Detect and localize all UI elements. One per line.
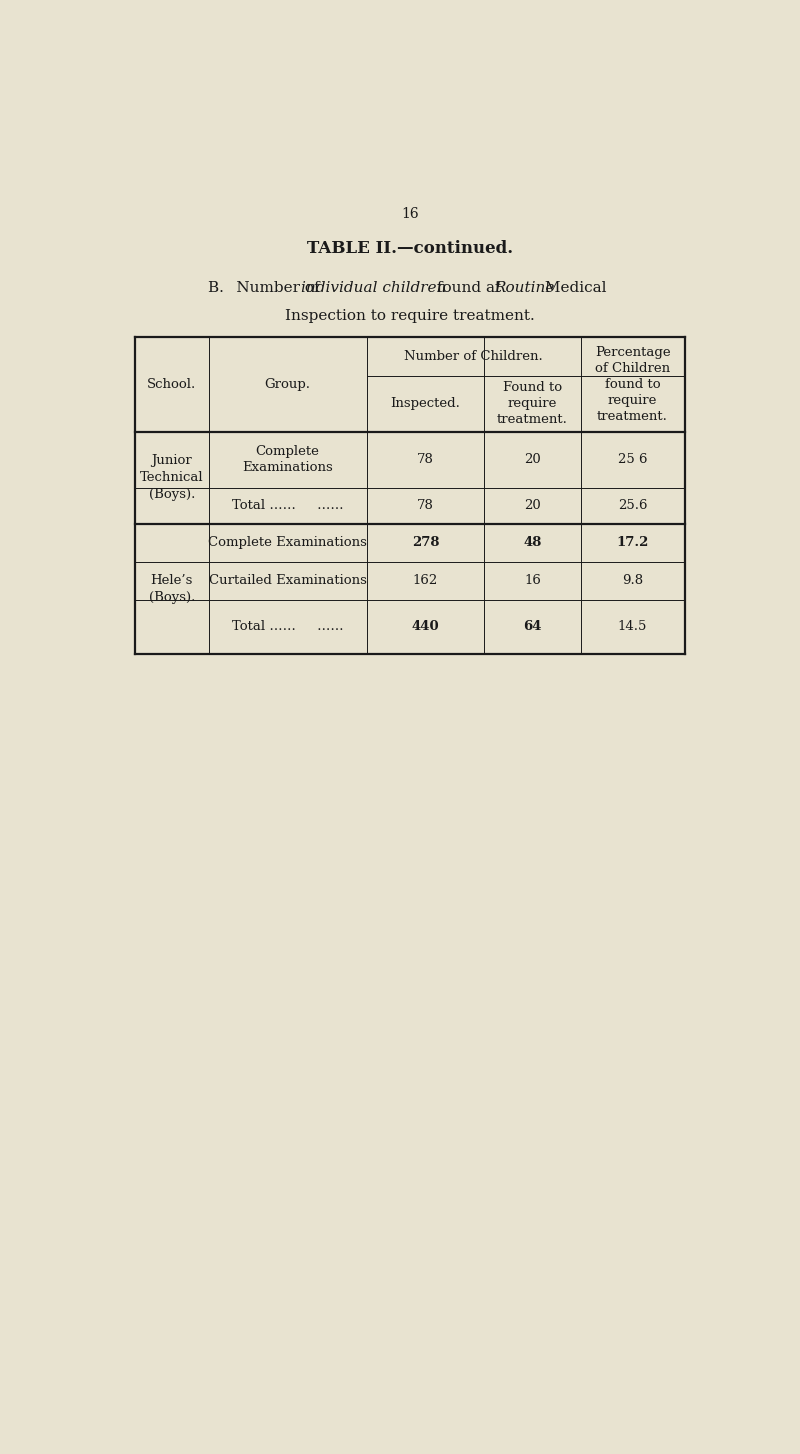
Text: 16: 16 [401,206,419,221]
Text: 20: 20 [524,499,541,512]
Text: Medical: Medical [539,281,606,295]
Text: B.  Number of: B. Number of [209,281,325,295]
Text: 25.6: 25.6 [618,499,647,512]
Text: 14.5: 14.5 [618,621,647,634]
Text: 20: 20 [524,454,541,467]
Text: 440: 440 [412,621,439,634]
Text: 48: 48 [523,537,542,550]
Text: Total ……     ……: Total …… …… [232,621,343,634]
Text: School.: School. [147,378,197,391]
Text: TABLE II.—continued.: TABLE II.—continued. [307,240,513,257]
Text: Curtailed Examinations: Curtailed Examinations [209,574,366,587]
Text: 78: 78 [417,499,434,512]
Text: 9.8: 9.8 [622,574,643,587]
Text: Junior
Technical
(Boys).: Junior Technical (Boys). [140,455,204,502]
Text: 25 6: 25 6 [618,454,647,467]
Text: Inspection to require treatment.: Inspection to require treatment. [285,308,535,323]
Text: Group.: Group. [265,378,310,391]
Text: Complete
Examinations: Complete Examinations [242,445,333,474]
Text: 162: 162 [413,574,438,587]
Text: 278: 278 [412,537,439,550]
Text: Total ……     ……: Total …… …… [232,499,343,512]
Text: Found to
require
treatment.: Found to require treatment. [497,381,568,426]
Text: Complete Examinations: Complete Examinations [208,537,367,550]
Text: Inspected.: Inspected. [390,397,461,410]
Text: Hele’s
(Boys).: Hele’s (Boys). [149,574,195,603]
Text: 64: 64 [523,621,542,634]
Text: Percentage
of Children
found to
require
treatment.: Percentage of Children found to require … [594,346,670,423]
Text: 78: 78 [417,454,434,467]
Text: found at: found at [432,281,506,295]
Text: 16: 16 [524,574,541,587]
Text: 17.2: 17.2 [616,537,649,550]
Text: Routine: Routine [494,281,554,295]
Text: individual children: individual children [302,281,447,295]
Text: Number of Children.: Number of Children. [404,350,543,364]
